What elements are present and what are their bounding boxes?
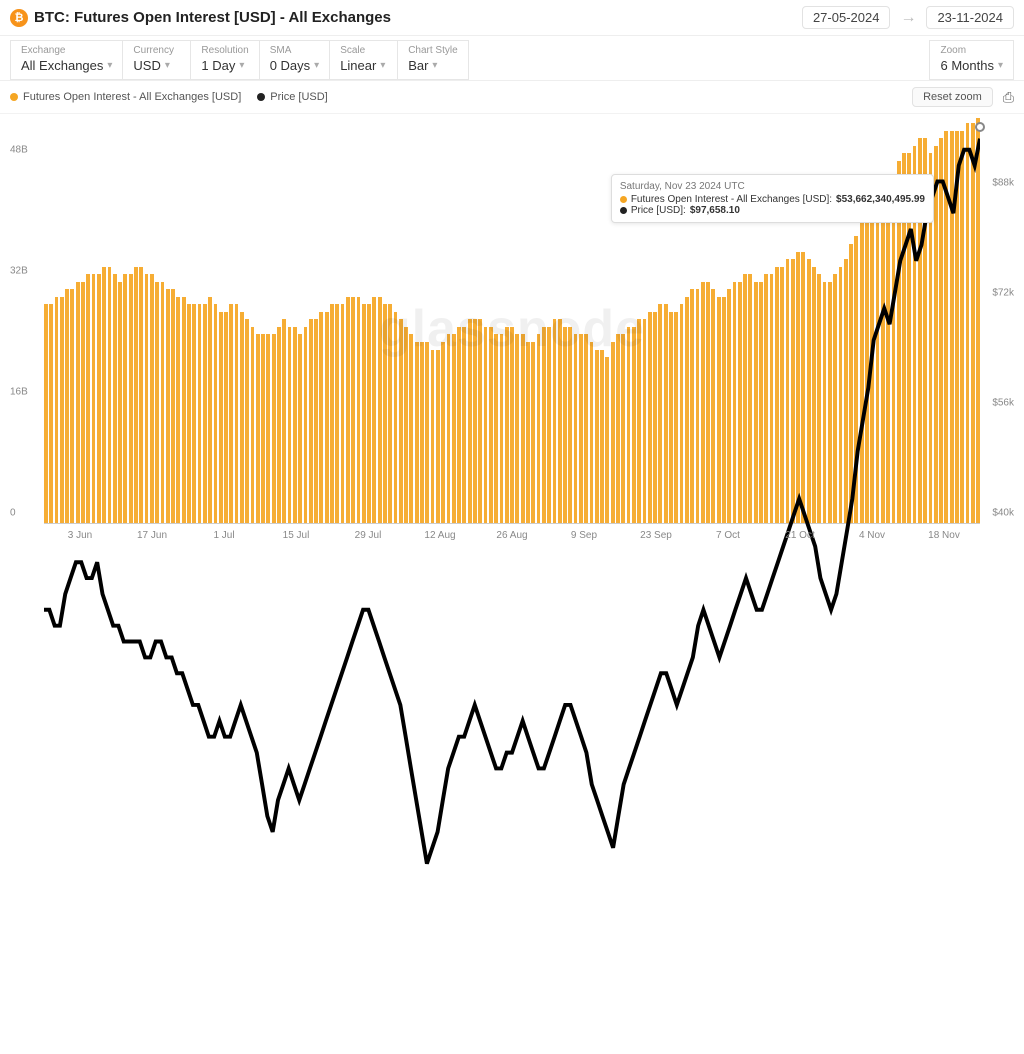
- title-bar: ₿ BTC: Futures Open Interest [USD] - All…: [0, 0, 1024, 36]
- legend-item-oi[interactable]: Futures Open Interest - All Exchanges [U…: [10, 91, 241, 103]
- plot-area[interactable]: glassnode Saturday, Nov 23 2024 UTC Futu…: [44, 118, 980, 524]
- zoom-select[interactable]: Zoom 6 Months▾: [929, 40, 1014, 80]
- legend-bar: Futures Open Interest - All Exchanges [U…: [0, 81, 1024, 114]
- swatch-icon: [620, 196, 627, 203]
- swatch-icon: [257, 93, 265, 101]
- exchange-select[interactable]: Exchange All Exchanges▾: [10, 40, 122, 80]
- y-axis-right: $40k$56k$72k$88k: [980, 118, 1014, 524]
- scale-select[interactable]: Scale Linear▾: [329, 40, 397, 80]
- price-line: [44, 118, 980, 1054]
- date-from-input[interactable]: 27-05-2024: [802, 6, 891, 29]
- chevron-down-icon: ▾: [165, 60, 170, 71]
- arrow-right-icon: →: [900, 9, 916, 27]
- sma-select[interactable]: SMA 0 Days▾: [259, 40, 330, 80]
- chevron-down-icon: ▾: [239, 60, 244, 71]
- chevron-down-icon: ▾: [998, 60, 1003, 71]
- date-range: 27-05-2024 → 23-11-2024: [802, 6, 1014, 29]
- swatch-icon: [620, 207, 627, 214]
- swatch-icon: [10, 93, 18, 101]
- page-title: BTC: Futures Open Interest [USD] - All E…: [34, 9, 391, 26]
- controls-bar: Exchange All Exchanges▾ Currency USD▾ Re…: [0, 36, 1024, 81]
- resolution-select[interactable]: Resolution 1 Day▾: [190, 40, 258, 80]
- reset-zoom-button[interactable]: Reset zoom: [912, 87, 993, 107]
- currency-select[interactable]: Currency USD▾: [122, 40, 190, 80]
- hover-marker: [975, 122, 985, 132]
- chart-area[interactable]: 016B32B48B $40k$56k$72k$88k glassnode Sa…: [0, 114, 1024, 552]
- chart-style-select[interactable]: Chart Style Bar▾: [397, 40, 468, 80]
- legend-item-price[interactable]: Price [USD]: [257, 91, 327, 103]
- camera-icon[interactable]: ⎙: [1003, 89, 1014, 106]
- date-to-input[interactable]: 23-11-2024: [926, 6, 1014, 29]
- bitcoin-icon: ₿: [10, 9, 28, 27]
- chevron-down-icon: ▾: [107, 60, 112, 71]
- tooltip: Saturday, Nov 23 2024 UTC Futures Open I…: [611, 174, 934, 223]
- y-axis-left: 016B32B48B: [10, 118, 44, 524]
- chevron-down-icon: ▾: [380, 60, 385, 71]
- tooltip-date: Saturday, Nov 23 2024 UTC: [620, 181, 925, 192]
- chevron-down-icon: ▾: [432, 60, 437, 71]
- x-axis: 3 Jun17 Jun1 Jul15 Jul29 Jul12 Aug26 Aug…: [44, 524, 980, 552]
- chevron-down-icon: ▾: [314, 60, 319, 71]
